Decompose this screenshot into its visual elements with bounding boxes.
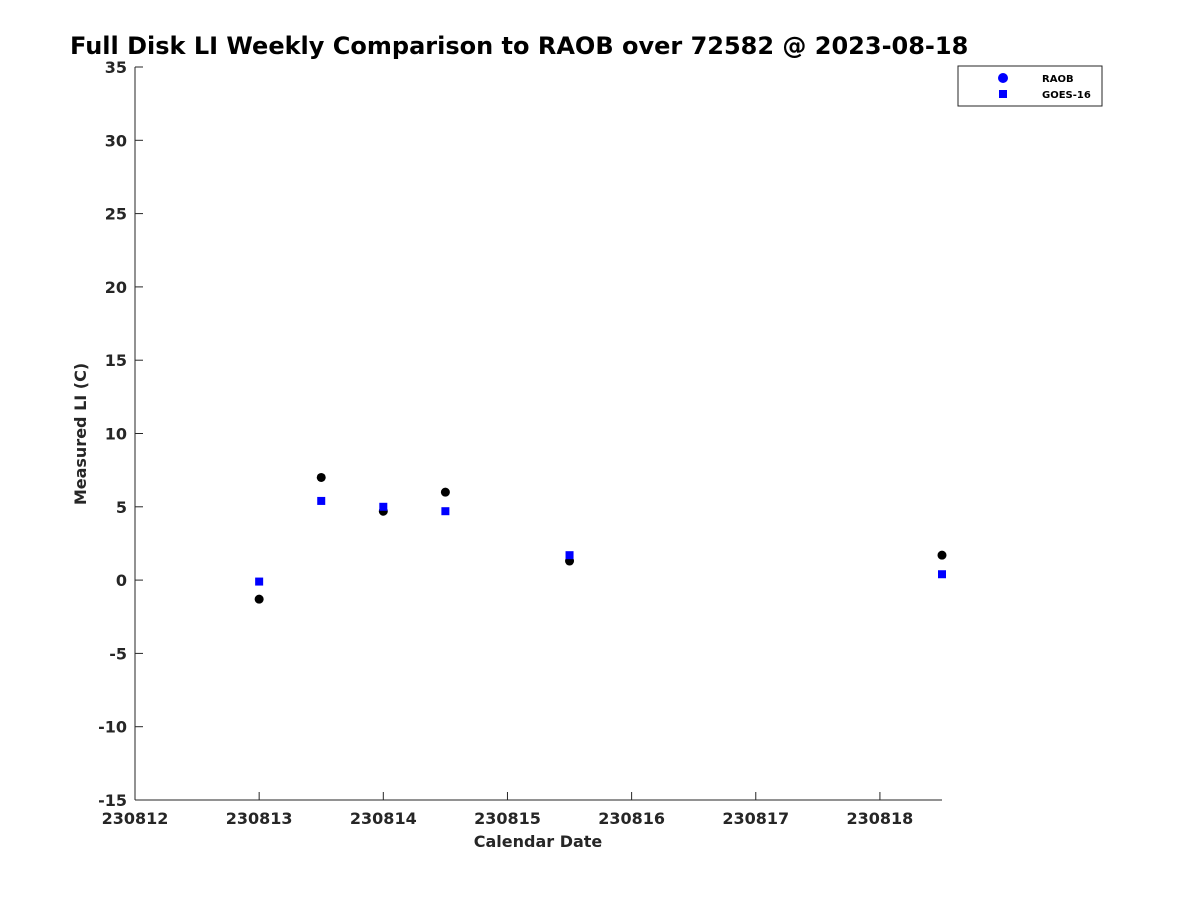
- y-tick-label: 35: [105, 58, 127, 77]
- y-axis-ticks: 35 30 25 20 15 10 5 0 -5 -10 -15: [98, 58, 143, 810]
- y-tick-label: 15: [105, 351, 127, 370]
- raob-point: [316, 472, 326, 482]
- y-tick-label: 0: [116, 571, 127, 590]
- y-tick-label: -5: [109, 644, 127, 663]
- x-axis-ticks: 230812 230813 230814 230815 230816 230817 2308…: [102, 792, 914, 828]
- legend-box: [957, 65, 1103, 107]
- goes16-point: [441, 507, 450, 516]
- data-points: [254, 472, 947, 604]
- y-tick-label: 25: [105, 205, 127, 224]
- x-tick-label: 230814: [350, 809, 417, 828]
- goes16-point: [938, 570, 946, 579]
- goes16-point: [255, 577, 264, 586]
- x-tick-label: 230812: [102, 809, 169, 828]
- legend-goes16-label: GOES-16: [1042, 90, 1091, 101]
- raob-point: [254, 594, 264, 604]
- x-tick-label: 230815: [474, 809, 541, 828]
- x-tick-label: 230818: [847, 809, 914, 828]
- y-tick-label: 10: [105, 425, 127, 444]
- x-tick-label: 230813: [226, 809, 293, 828]
- y-tick-label: 5: [116, 498, 127, 517]
- chart-title: Full Disk LI Weekly Comparison to RAOB o…: [70, 32, 968, 60]
- legend-raob-label: RAOB: [1042, 74, 1074, 85]
- y-axis-label: Measured LI (C): [71, 363, 90, 505]
- legend-goes16-marker: [999, 90, 1007, 98]
- goes16-point: [565, 551, 574, 560]
- y-tick-label: 30: [105, 131, 127, 150]
- y-tick-label: -15: [98, 791, 127, 810]
- raob-point: [937, 550, 947, 560]
- x-tick-label: 230816: [598, 809, 665, 828]
- raob-point: [440, 487, 450, 497]
- legend-raob-marker: [998, 73, 1008, 83]
- goes16-point: [317, 496, 326, 505]
- y-tick-label: -10: [98, 718, 127, 737]
- plot-axes: [134, 67, 942, 801]
- y-tick-label: 20: [105, 278, 127, 297]
- x-axis-label: Calendar Date: [474, 832, 603, 851]
- goes16-point: [379, 502, 388, 511]
- legend: RAOB GOES-16: [957, 65, 1103, 107]
- x-tick-label: 230817: [722, 809, 789, 828]
